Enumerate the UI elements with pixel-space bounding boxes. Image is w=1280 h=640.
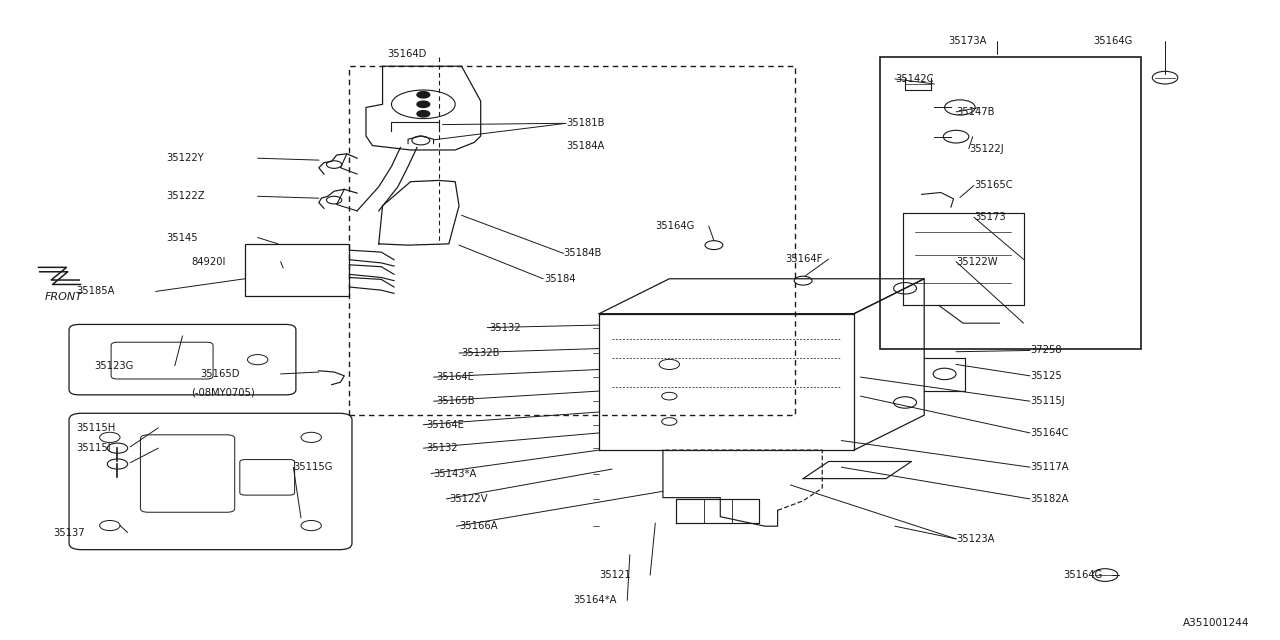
Text: 35115H: 35115H	[77, 423, 116, 433]
Text: 35184: 35184	[544, 274, 576, 284]
Text: 35145: 35145	[166, 232, 197, 243]
Text: 35165B: 35165B	[436, 396, 475, 406]
Text: 35143*A: 35143*A	[434, 468, 477, 479]
Text: 35164*A: 35164*A	[573, 595, 617, 605]
Text: 35164F: 35164F	[786, 254, 823, 264]
Text: 35115G: 35115G	[293, 462, 333, 472]
Text: 35181B: 35181B	[566, 118, 604, 129]
Text: 35122V: 35122V	[449, 494, 488, 504]
Text: 35184A: 35184A	[566, 141, 604, 150]
Bar	[879, 57, 1140, 349]
Text: 35182A: 35182A	[1030, 494, 1069, 504]
Circle shape	[417, 101, 430, 108]
Text: 35132: 35132	[426, 443, 457, 453]
Text: 35132: 35132	[490, 323, 521, 333]
Text: (-08MY0705): (-08MY0705)	[192, 388, 255, 398]
Text: 35123G: 35123G	[95, 361, 134, 371]
Text: 35132B: 35132B	[462, 348, 500, 358]
Circle shape	[417, 92, 430, 98]
Text: 35164G: 35164G	[1064, 570, 1102, 580]
Text: 35173A: 35173A	[948, 36, 987, 46]
Text: 35122Y: 35122Y	[166, 153, 204, 163]
Text: 84920I: 84920I	[192, 257, 225, 267]
Text: 35115I: 35115I	[77, 443, 111, 453]
Text: 35142C: 35142C	[895, 74, 933, 84]
Text: 35173: 35173	[974, 212, 1006, 222]
Text: 35164C: 35164C	[1030, 428, 1069, 438]
Text: 35117A: 35117A	[1030, 462, 1069, 472]
Text: 35164G: 35164G	[655, 221, 695, 231]
Text: 35123A: 35123A	[956, 534, 995, 544]
Text: 35147B: 35147B	[956, 107, 995, 117]
Text: 35164E: 35164E	[426, 420, 463, 429]
Text: 35122Z: 35122Z	[166, 191, 205, 202]
Text: 35121: 35121	[599, 570, 631, 580]
Text: 35125: 35125	[1030, 371, 1061, 381]
Text: 35184B: 35184B	[563, 248, 602, 259]
Bar	[349, 66, 795, 415]
Circle shape	[417, 111, 430, 117]
Text: 35164D: 35164D	[388, 49, 428, 58]
Text: FRONT: FRONT	[45, 292, 83, 302]
Text: 35122W: 35122W	[956, 257, 997, 267]
Text: 35166A: 35166A	[460, 521, 498, 531]
Text: A351001244: A351001244	[1183, 618, 1249, 628]
Text: 35115J: 35115J	[1030, 396, 1065, 406]
Text: 35165C: 35165C	[974, 180, 1012, 191]
Text: 35165D: 35165D	[200, 369, 239, 379]
Text: 35122J: 35122J	[969, 144, 1004, 154]
Text: 37258: 37258	[1030, 346, 1061, 355]
Text: 35164G: 35164G	[1093, 36, 1133, 46]
Text: 35185A: 35185A	[77, 287, 115, 296]
Bar	[244, 244, 349, 296]
Text: 35137: 35137	[54, 527, 86, 538]
Text: 35164E: 35164E	[436, 372, 474, 382]
